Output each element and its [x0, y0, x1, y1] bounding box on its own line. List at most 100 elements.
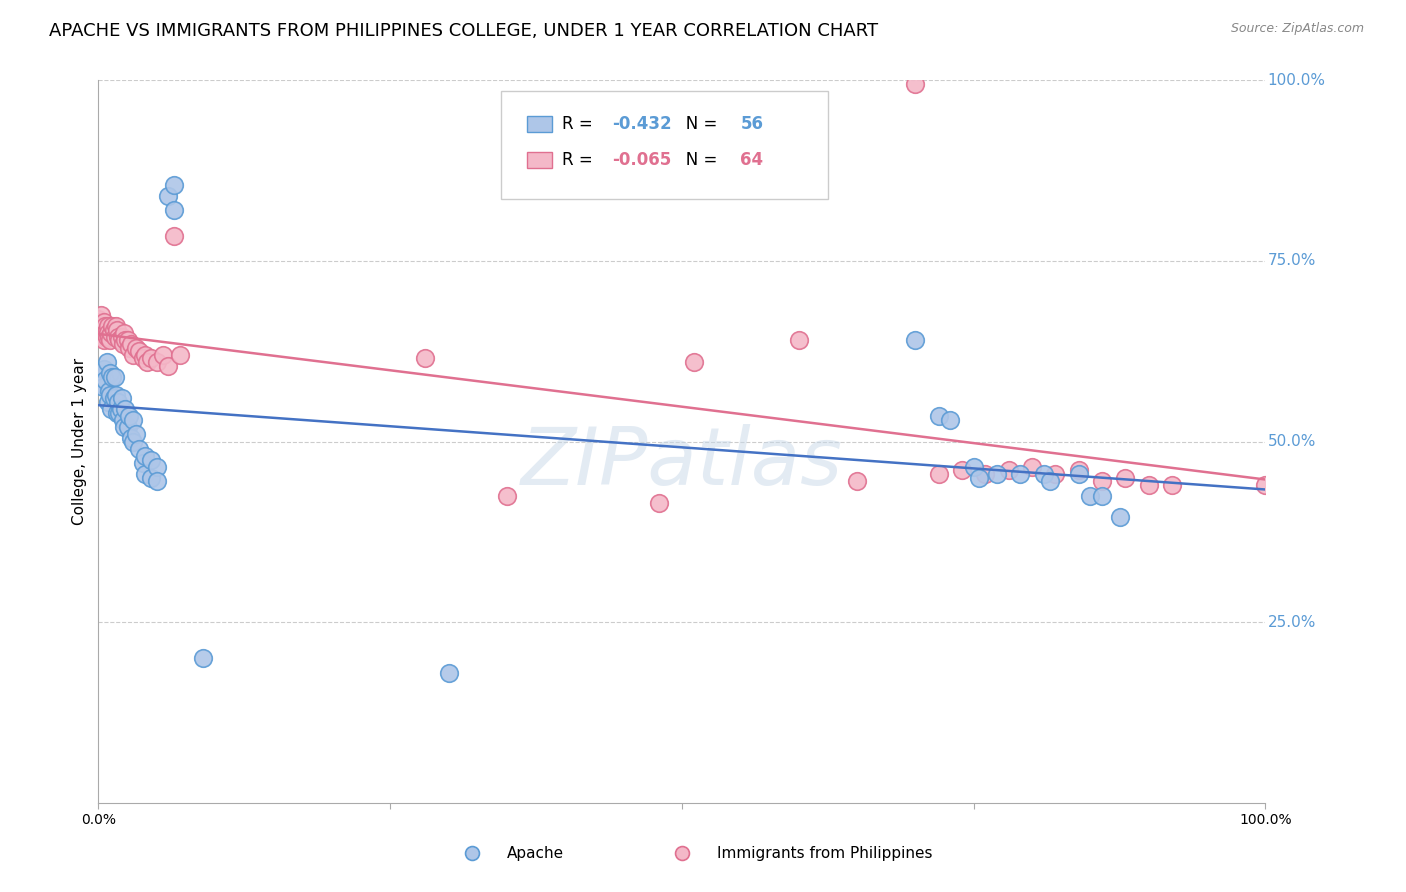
Point — [108, 406, 131, 420]
Point — [647, 496, 669, 510]
Point — [93, 334, 115, 348]
Point — [132, 351, 155, 366]
Point — [96, 322, 118, 336]
Point — [94, 318, 117, 333]
Point — [101, 369, 124, 384]
Point — [152, 348, 174, 362]
Point — [1254, 478, 1277, 492]
Point — [496, 489, 519, 503]
Point — [1161, 478, 1184, 492]
Y-axis label: College, Under 1 year: College, Under 1 year — [72, 358, 87, 525]
Text: Immigrants from Philippines: Immigrants from Philippines — [717, 846, 932, 861]
Point — [96, 355, 118, 369]
Point — [962, 459, 984, 474]
Point — [139, 452, 162, 467]
Bar — [527, 152, 553, 168]
Point — [904, 334, 927, 348]
Text: Source: ZipAtlas.com: Source: ZipAtlas.com — [1230, 22, 1364, 36]
Point — [93, 315, 115, 329]
Point — [146, 355, 169, 369]
Point — [122, 434, 145, 449]
Point — [118, 341, 141, 355]
Point — [146, 475, 169, 489]
Point — [1108, 510, 1130, 524]
Point — [107, 394, 129, 409]
Point — [997, 463, 1019, 477]
Point — [132, 456, 155, 470]
Point — [87, 366, 110, 380]
Text: 25.0%: 25.0% — [1268, 615, 1316, 630]
Point — [157, 359, 180, 373]
Point — [437, 665, 460, 680]
Point — [97, 394, 120, 409]
Text: 100.0%: 100.0% — [1268, 73, 1326, 87]
Point — [111, 330, 134, 344]
Text: APACHE VS IMMIGRANTS FROM PHILIPPINES COLLEGE, UNDER 1 YEAR CORRELATION CHART: APACHE VS IMMIGRANTS FROM PHILIPPINES CO… — [49, 22, 879, 40]
Text: ZIPatlas: ZIPatlas — [520, 425, 844, 502]
Point — [93, 362, 115, 376]
Point — [90, 376, 112, 391]
Point — [157, 189, 180, 203]
Point — [1114, 470, 1136, 484]
Point — [969, 470, 991, 484]
Point — [1067, 463, 1090, 477]
Text: -0.432: -0.432 — [612, 115, 672, 133]
Point — [413, 351, 436, 366]
Point — [134, 348, 156, 362]
Point — [97, 326, 120, 340]
Point — [986, 467, 1008, 481]
Point — [671, 847, 693, 861]
Text: 75.0%: 75.0% — [1268, 253, 1316, 268]
Point — [193, 651, 215, 665]
Point — [1091, 475, 1114, 489]
Point — [939, 413, 962, 427]
Point — [98, 334, 121, 348]
Point — [134, 467, 156, 481]
Point — [1038, 475, 1060, 489]
Point — [104, 369, 127, 384]
Point — [112, 326, 135, 340]
Text: R =: R = — [562, 151, 598, 169]
Point — [461, 847, 484, 861]
Point — [104, 318, 127, 333]
Point — [94, 326, 117, 340]
Point — [163, 178, 186, 192]
Point — [90, 369, 112, 384]
Point — [120, 337, 142, 351]
Point — [111, 337, 134, 351]
Point — [1137, 478, 1160, 492]
Point — [1091, 489, 1114, 503]
Point — [103, 322, 125, 336]
Text: -0.065: -0.065 — [612, 151, 671, 169]
Point — [114, 402, 136, 417]
Point — [110, 402, 132, 417]
Point — [928, 467, 950, 481]
Point — [122, 413, 145, 427]
Point — [117, 420, 139, 434]
Point — [87, 311, 110, 326]
Point — [169, 348, 191, 362]
Point — [111, 413, 134, 427]
Point — [96, 330, 118, 344]
Point — [98, 387, 121, 401]
Text: N =: N = — [671, 151, 723, 169]
Point — [846, 475, 869, 489]
Point — [97, 330, 120, 344]
Point — [120, 431, 142, 445]
Point — [139, 470, 162, 484]
Point — [163, 228, 186, 243]
Point — [114, 334, 136, 348]
Point — [128, 442, 150, 456]
Point — [105, 406, 128, 420]
Point — [107, 330, 129, 344]
Point — [974, 467, 997, 481]
Point — [104, 330, 127, 344]
Point — [100, 326, 122, 340]
Text: 50.0%: 50.0% — [1268, 434, 1316, 449]
Point — [105, 322, 128, 336]
Point — [117, 334, 139, 348]
Point — [98, 366, 121, 380]
Point — [90, 326, 112, 340]
Point — [91, 326, 114, 340]
Point — [112, 420, 135, 434]
